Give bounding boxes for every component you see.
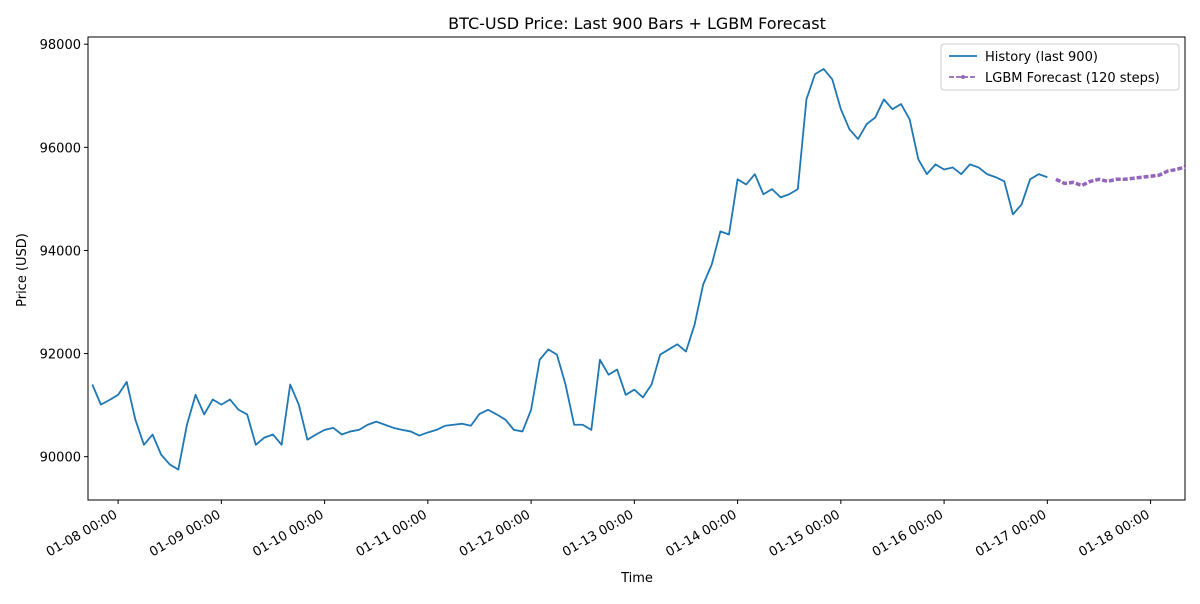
x-tick-label: 01-16 00:00 <box>870 507 946 560</box>
series-line <box>91 68 1048 471</box>
plot-area <box>87 36 1186 501</box>
y-tick-label: 92000 <box>40 348 81 363</box>
legend-marker <box>961 75 965 79</box>
x-tick-label: 01-14 00:00 <box>663 507 739 560</box>
legend-label: History (last 900) <box>985 50 1098 65</box>
x-tick-label: 01-15 00:00 <box>767 507 843 560</box>
x-axis-label: Time <box>620 571 653 586</box>
chart-title: BTC-USD Price: Last 900 Bars + LGBM Fore… <box>448 14 826 33</box>
x-tick-label: 01-08 00:00 <box>44 507 120 560</box>
x-tick-label: 01-09 00:00 <box>147 507 223 560</box>
legend-box <box>940 43 1180 91</box>
legend-label: LGBM Forecast (120 steps) <box>985 71 1160 86</box>
x-tick-label: 01-10 00:00 <box>250 507 326 560</box>
y-axis-label: Price (USD) <box>15 233 30 307</box>
x-tick-label: 01-18 00:00 <box>1076 507 1152 560</box>
x-tick-label: 01-17 00:00 <box>973 507 1049 560</box>
y-tick-label: 98000 <box>40 38 81 53</box>
y-tick-label: 90000 <box>40 451 81 466</box>
x-tick-label: 01-13 00:00 <box>560 507 636 560</box>
y-tick-label: 94000 <box>40 244 81 259</box>
y-tick-label: 96000 <box>40 141 81 156</box>
x-tick-label: 01-11 00:00 <box>354 507 430 560</box>
x-tick-label: 01-12 00:00 <box>457 507 533 560</box>
series-line <box>1055 165 1186 188</box>
